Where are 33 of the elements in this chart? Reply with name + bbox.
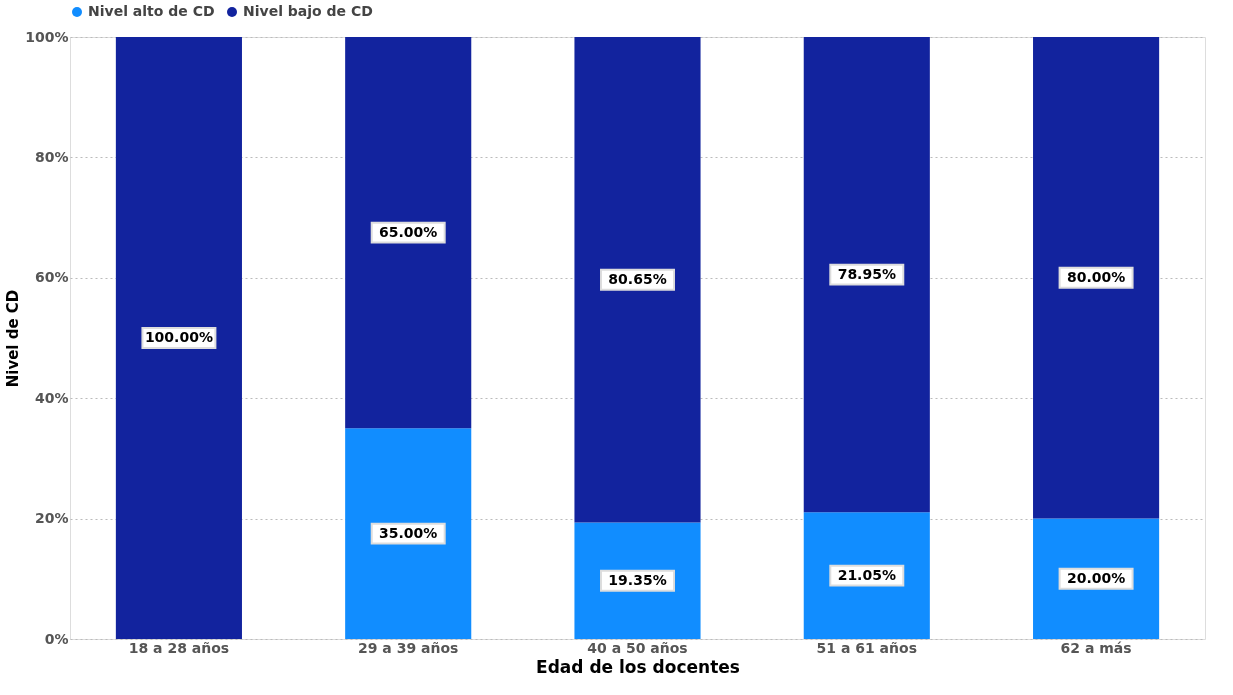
y-tick-label: 40% [34, 389, 69, 406]
data-label: 35.00% [379, 524, 438, 541]
legend-label: Nivel bajo de CD [243, 3, 373, 19]
y-tick-label: 60% [34, 269, 69, 286]
bar [574, 522, 701, 639]
bar [803, 37, 930, 513]
y-tick-label: 80% [34, 148, 69, 165]
bar [1033, 518, 1160, 639]
data-label: 78.95% [837, 265, 896, 282]
legend-label: Nivel alto de CD [88, 3, 215, 19]
data-label: 21.05% [837, 566, 896, 583]
x-tick-label: 62 a más [1060, 639, 1132, 656]
x-axis-title: Edad de los docentes [536, 656, 740, 677]
x-tick-label: 18 a 28 años [128, 639, 230, 656]
y-tick-label: 20% [34, 510, 69, 527]
data-label: 100.00% [144, 329, 213, 345]
bar [115, 37, 242, 639]
bar [803, 512, 930, 639]
y-axis-title: Nivel de CD [4, 289, 23, 388]
x-tick-label: 29 a 39 años [358, 639, 459, 656]
data-label: 80.00% [1066, 268, 1126, 285]
x-tick-label: 40 a 50 años [587, 639, 688, 656]
bar [345, 37, 472, 429]
x-tick-label: 51 a 61 años [816, 639, 917, 656]
bar [1033, 37, 1160, 519]
data-label: 65.00% [379, 223, 438, 240]
data-label: 80.65% [608, 270, 667, 287]
bar [574, 37, 701, 523]
data-label: 20.00% [1066, 569, 1126, 586]
y-tick-label: 100% [25, 28, 69, 45]
data-label: 19.35% [608, 571, 667, 588]
bar [345, 428, 472, 639]
y-tick-label: 0% [44, 630, 69, 647]
